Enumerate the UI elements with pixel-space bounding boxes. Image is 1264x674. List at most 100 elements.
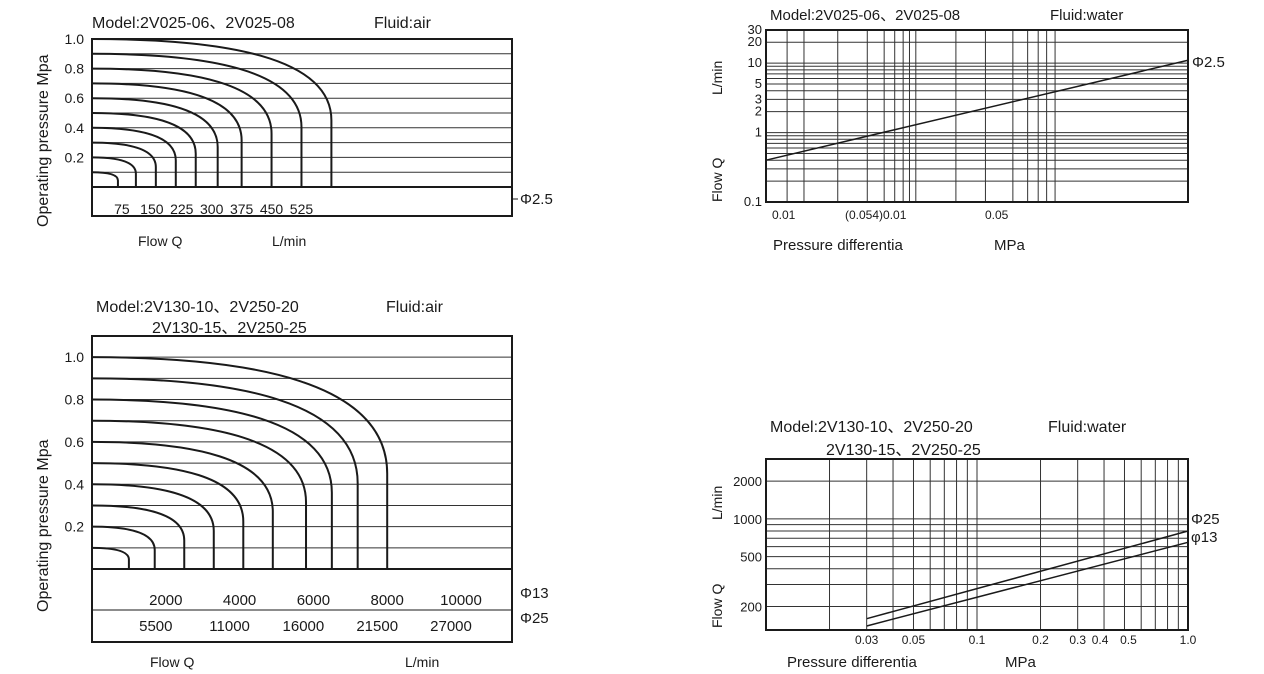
chart2-fluid: Fluid:water xyxy=(1050,7,1123,24)
chart4-ytick: 200 xyxy=(740,600,762,615)
chart4-xtick: 0.4 xyxy=(1092,633,1109,647)
chart2-ytick: 0.1 xyxy=(744,194,762,209)
chart1-xtick: 525 xyxy=(290,201,314,217)
chart3-curve xyxy=(91,525,156,569)
chart1-curve xyxy=(91,171,119,187)
chart2-series-line xyxy=(765,59,1189,161)
chart1-xtick: 75 xyxy=(114,201,130,217)
chart2-xtick-0: 0.01 xyxy=(772,208,796,222)
chart-water-large: Model:2V130-10、2V250-20 Fluid:water 2V13… xyxy=(709,419,1220,671)
chart4-series-lines xyxy=(866,530,1189,627)
chart2-ytick: 3 xyxy=(755,91,762,106)
chart3-curve xyxy=(91,504,186,569)
chart1-y-ticks: 1.0 0.8 0.6 0.4 0.2 xyxy=(65,31,85,165)
chart1-curve xyxy=(91,67,273,187)
chart1-ytick: 0.2 xyxy=(65,149,85,165)
chart2-ytick: 2 xyxy=(755,104,762,119)
chart4-xtick: 0.5 xyxy=(1120,633,1137,647)
chart3-curve xyxy=(91,546,130,569)
chart-air-small: Model:2V025-06、2V025-08 Fluid:air Operat… xyxy=(35,15,553,249)
chart4-ylabel: Flow Q xyxy=(709,584,725,628)
chart3-xtick-row2: 5500 xyxy=(139,618,172,635)
chart4-y-ticks: 2000 1000 500 200 xyxy=(733,474,762,614)
chart3-gridlines xyxy=(92,335,512,549)
chart3-curve xyxy=(91,440,274,569)
chart1-xtick: 300 xyxy=(200,201,224,217)
chart3-curve xyxy=(91,462,245,569)
chart2-ytick: 5 xyxy=(755,76,762,91)
chart2-yunit: L/min xyxy=(709,61,725,95)
chart3-curve xyxy=(91,419,308,569)
chart4-ytick: 2000 xyxy=(733,474,762,489)
chart3-frame xyxy=(91,335,513,643)
chart4-xtick: 0.3 xyxy=(1069,633,1086,647)
chart4-title2: 2V130-15、2V250-25 xyxy=(826,442,981,459)
chart3-row2-label: Φ25 xyxy=(520,610,549,627)
chart1-title: Model:2V025-06、2V025-08 xyxy=(92,15,295,32)
chart3-xtick-row1: 4000 xyxy=(223,592,256,609)
chart1-curves xyxy=(91,38,333,187)
chart3-ytick: 0.8 xyxy=(65,392,85,408)
chart1-curve xyxy=(91,97,219,187)
chart3-row1-label: Φ13 xyxy=(520,585,549,602)
chart3-xlabel: Flow Q xyxy=(150,654,194,670)
chart2-xtick-1: (0.054)0.01 xyxy=(845,208,907,222)
chart1-curve xyxy=(91,82,243,187)
chart3-xtick-row1: 8000 xyxy=(371,592,404,609)
chart1-xtick: 150 xyxy=(140,201,164,217)
chart3-xtick-row1: 6000 xyxy=(297,592,330,609)
chart1-xtick: 375 xyxy=(230,201,254,217)
chart1-xunit: L/min xyxy=(272,233,306,249)
chart4-series-label-25: Φ25 xyxy=(1191,511,1220,528)
chart1-curve xyxy=(91,112,197,187)
chart1-curve xyxy=(91,38,333,187)
chart1-x-ticks: 75 150 225 300 375 450 525 xyxy=(114,201,313,217)
chart3-xtick-row1: 2000 xyxy=(149,592,182,609)
chart1-curve xyxy=(91,141,157,187)
chart1-ylabel: Operating pressure Mpa xyxy=(35,54,52,227)
chart2-xlabel: Pressure differentia xyxy=(773,237,903,254)
chart3-ytick: 1.0 xyxy=(65,349,85,365)
chart1-curve xyxy=(91,52,303,187)
chart3-ytick: 0.6 xyxy=(65,434,85,450)
chart3-curve xyxy=(91,483,215,569)
chart2-ytick: 10 xyxy=(748,55,762,70)
chart1-frame xyxy=(91,38,513,217)
chart4-xtick: 0.2 xyxy=(1032,633,1049,647)
chart4-series-line xyxy=(866,541,1189,627)
chart3-xtick-row2: 21500 xyxy=(356,618,398,635)
chart3-title2: 2V130-15、2V250-25 xyxy=(152,320,307,337)
chart1-curve xyxy=(91,156,137,187)
chart4-yunit: L/min xyxy=(709,486,725,520)
chart2-xtick-2: 0.05 xyxy=(985,208,1009,222)
chart2-gridlines xyxy=(766,29,1188,202)
chart4-ytick: 1000 xyxy=(733,512,762,527)
chart4-xtick: 0.03 xyxy=(855,633,879,647)
chart4-xtick: 0.05 xyxy=(902,633,926,647)
chart4-xtick: 0.1 xyxy=(969,633,986,647)
chart1-xtick: 225 xyxy=(170,201,194,217)
chart2-xunit: MPa xyxy=(994,237,1026,254)
chart1-series-label: Φ2.5 xyxy=(520,191,553,208)
chart4-title: Model:2V130-10、2V250-20 xyxy=(770,419,973,436)
chart3-xunit: L/min xyxy=(405,654,439,670)
chart1-xtick: 450 xyxy=(260,201,284,217)
chart3-x-ticks: 2000 4000 6000 8000 10000 5500 11000 16000 21500… xyxy=(139,592,482,635)
chart1-fluid: Fluid:air xyxy=(374,15,432,32)
chart2-title: Model:2V025-06、2V025-08 xyxy=(770,7,960,24)
chart1-ytick: 0.4 xyxy=(65,120,85,136)
chart2-series-label: Φ2.5 xyxy=(1192,54,1225,71)
chart4-series-line xyxy=(866,530,1189,620)
chart1-ytick: 1.0 xyxy=(65,31,85,47)
chart2-frame xyxy=(765,29,1189,203)
chart3-curve xyxy=(91,356,389,569)
chart1-xlabel: Flow Q xyxy=(138,233,182,249)
chart4-fluid: Fluid:water xyxy=(1048,419,1127,436)
chart1-curve xyxy=(91,126,177,187)
chart2-ytick: 30 xyxy=(748,22,762,37)
chart3-ytick: 0.2 xyxy=(65,519,85,535)
chart3-curve xyxy=(91,377,359,569)
chart-water-small: Model:2V025-06、2V025-08 Fluid:water L/mi… xyxy=(709,7,1225,254)
